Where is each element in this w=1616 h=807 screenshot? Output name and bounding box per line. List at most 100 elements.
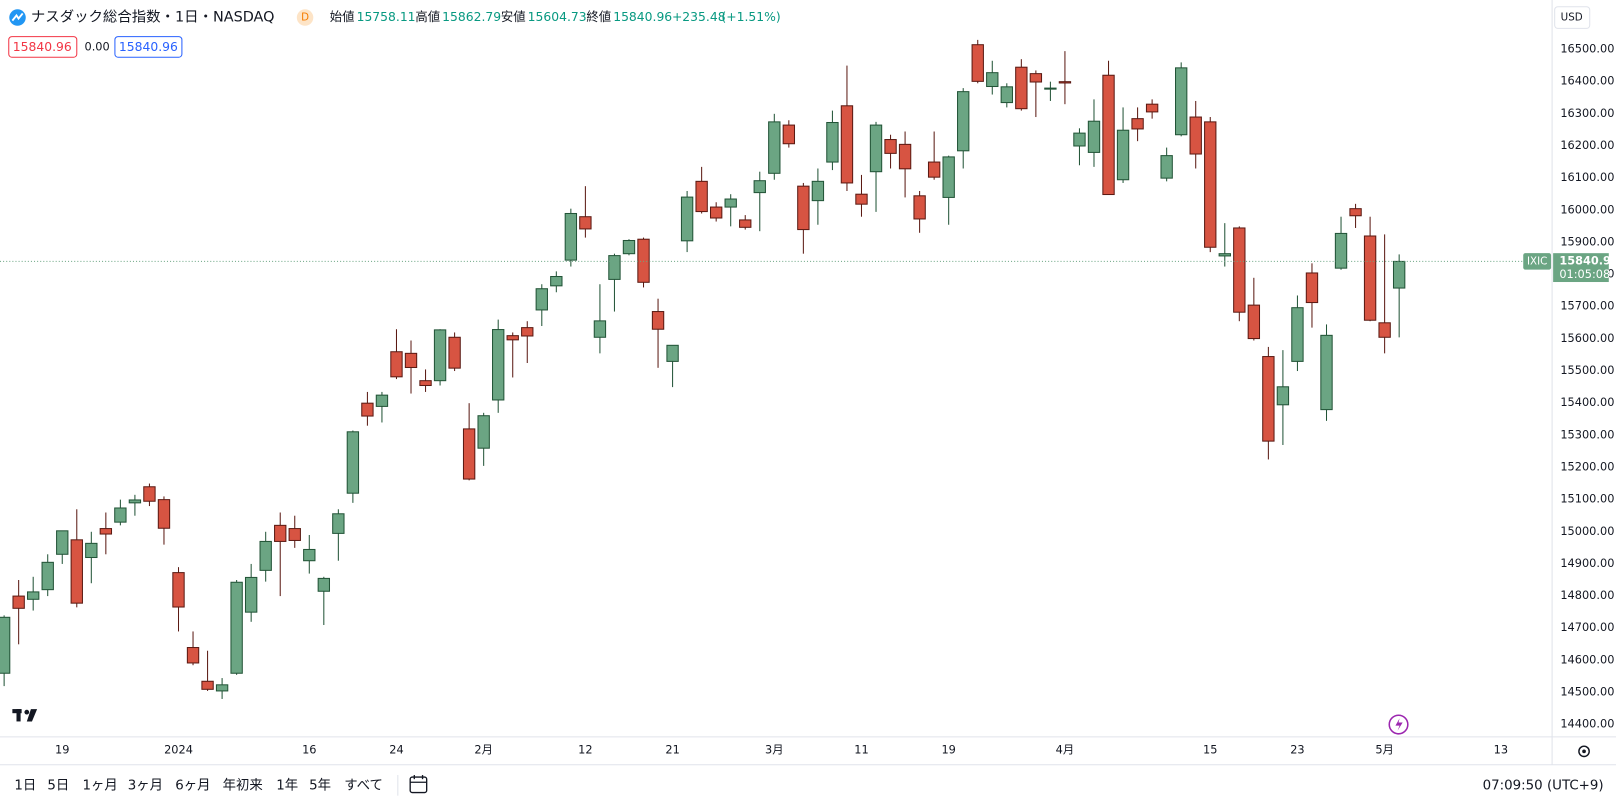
candle-body xyxy=(1349,208,1362,217)
candle-body xyxy=(651,311,665,330)
candle-body xyxy=(361,402,374,417)
tv-logo xyxy=(12,709,38,722)
candle-body xyxy=(564,212,578,261)
y-tick-label: 15200.00 xyxy=(1560,459,1614,473)
candle-body xyxy=(1320,334,1333,411)
y-tick-label: 15100.00 xyxy=(1560,492,1614,506)
x-tick-label: 13 xyxy=(1494,742,1508,756)
candle-body xyxy=(303,548,316,562)
candle-body xyxy=(986,72,999,88)
calendar-icon[interactable] xyxy=(409,775,428,794)
candle-body xyxy=(826,121,839,163)
open-label: 始値 xyxy=(330,9,355,24)
candle-body xyxy=(622,239,636,255)
y-tick-label: 16000.00 xyxy=(1560,202,1614,216)
low-label: 安値 xyxy=(501,9,526,24)
candle-body xyxy=(1204,121,1217,248)
candle-body xyxy=(114,507,127,523)
candle-body xyxy=(41,561,54,591)
buy-box[interactable] xyxy=(114,36,183,58)
candle-body xyxy=(1160,155,1173,179)
candle-body xyxy=(971,44,984,82)
candle-body xyxy=(259,540,272,571)
candle-body xyxy=(1015,66,1028,110)
candle-body xyxy=(1247,304,1261,340)
candle-body xyxy=(1305,272,1319,304)
x-tick-label: 19 xyxy=(55,742,69,756)
candle-body xyxy=(768,121,781,174)
range-button[interactable]: 6ヶ月 xyxy=(175,778,210,793)
range-button[interactable]: すべて xyxy=(344,777,383,793)
candle-body xyxy=(99,528,113,535)
x-tick-label: 5月 xyxy=(1375,742,1394,756)
candle-body xyxy=(172,572,185,608)
candle-body xyxy=(70,539,83,604)
candle-body xyxy=(782,124,796,145)
candle-body xyxy=(535,288,548,311)
candle-body xyxy=(840,105,854,184)
candle-body xyxy=(927,161,941,178)
y-tick-label: 15400.00 xyxy=(1560,395,1614,409)
candle-body xyxy=(1058,81,1072,84)
y-tick-label: 15700.00 xyxy=(1560,299,1614,313)
y-tick-label: 15300.00 xyxy=(1560,427,1614,441)
range-button[interactable]: 1年 xyxy=(276,777,298,793)
candle-body xyxy=(637,238,650,283)
countdown: 01:05:08 xyxy=(1559,267,1610,281)
range-button[interactable]: 1ヶ月 xyxy=(82,778,117,793)
currency[interactable]: USD xyxy=(1561,12,1583,24)
y-tick-label: 15500.00 xyxy=(1560,363,1614,377)
candle-body xyxy=(1044,87,1057,90)
candle-body xyxy=(56,530,69,555)
y-tick-label: 14700.00 xyxy=(1560,620,1614,634)
range-button[interactable]: 1日 xyxy=(14,778,36,793)
alert-icon-glyph xyxy=(1395,718,1403,731)
y-tick-label: 14500.00 xyxy=(1560,685,1614,699)
candle-body xyxy=(230,581,243,674)
candle-body xyxy=(753,180,766,194)
x-tick-label: 2月 xyxy=(474,742,493,756)
range-button[interactable]: 3ヶ月 xyxy=(128,778,163,793)
candle-body xyxy=(201,680,214,690)
y-tick-label: 16300.00 xyxy=(1560,106,1614,120)
candle-body xyxy=(404,352,418,369)
candle-body xyxy=(1218,253,1231,257)
sell-box[interactable] xyxy=(8,36,78,58)
candle-body xyxy=(1276,386,1290,406)
range-button[interactable]: 5日 xyxy=(47,778,69,793)
change: +235.48 xyxy=(672,10,726,24)
candle-body xyxy=(1262,356,1275,442)
y-tick-label: 15000.00 xyxy=(1560,524,1614,538)
x-tick-label: 2024 xyxy=(164,742,193,756)
candle-body xyxy=(1073,132,1086,147)
interval-badge-bg xyxy=(296,9,314,26)
candle-body xyxy=(128,499,142,504)
candle-body xyxy=(317,577,331,592)
high-label: 高値 xyxy=(415,9,440,24)
y-tick-label: 15600.00 xyxy=(1560,331,1614,345)
candle-body xyxy=(1363,235,1377,321)
candle-body xyxy=(492,329,505,401)
candle-body xyxy=(579,216,592,230)
x-tick-label: 24 xyxy=(389,742,403,756)
candle-body xyxy=(898,143,912,170)
y-tick-label: 14600.00 xyxy=(1560,652,1614,666)
candle-body xyxy=(884,139,897,154)
candle-body xyxy=(448,336,461,369)
sell-price[interactable]: 15840.96 xyxy=(13,40,72,54)
candle-body xyxy=(433,329,447,382)
x-tick-label: 15 xyxy=(1203,742,1217,756)
currency-select[interactable] xyxy=(1554,6,1591,29)
x-tick-label: 16 xyxy=(302,742,316,756)
range-button[interactable]: 年初来 xyxy=(223,777,263,793)
price-badge xyxy=(1553,253,1609,283)
candle-body xyxy=(1145,103,1159,113)
y-tick-label: 15900.00 xyxy=(1560,234,1614,248)
price-badge-value: 15840.96 xyxy=(1559,253,1616,267)
buy-price[interactable]: 15840.96 xyxy=(119,40,178,54)
y-tick-label: 14400.00 xyxy=(1560,717,1614,731)
range-button[interactable]: 5年 xyxy=(309,777,331,793)
candle-body xyxy=(1029,73,1043,83)
settings-icon[interactable] xyxy=(1578,745,1590,758)
